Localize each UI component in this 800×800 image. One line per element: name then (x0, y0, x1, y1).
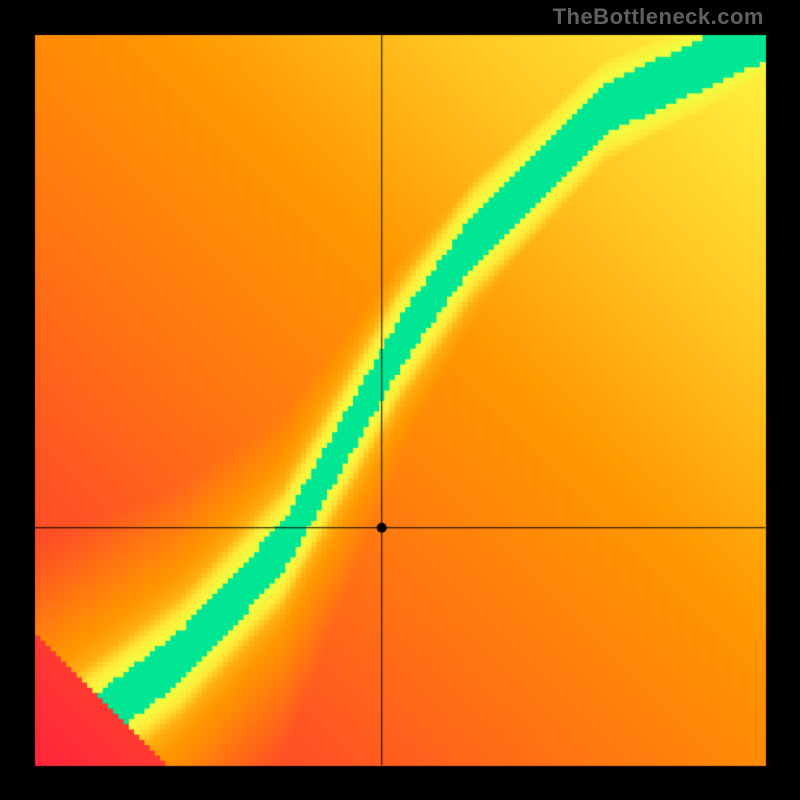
watermark-text: TheBottleneck.com (553, 4, 764, 30)
chart-container: TheBottleneck.com (0, 0, 800, 800)
heatmap-canvas (0, 0, 800, 800)
